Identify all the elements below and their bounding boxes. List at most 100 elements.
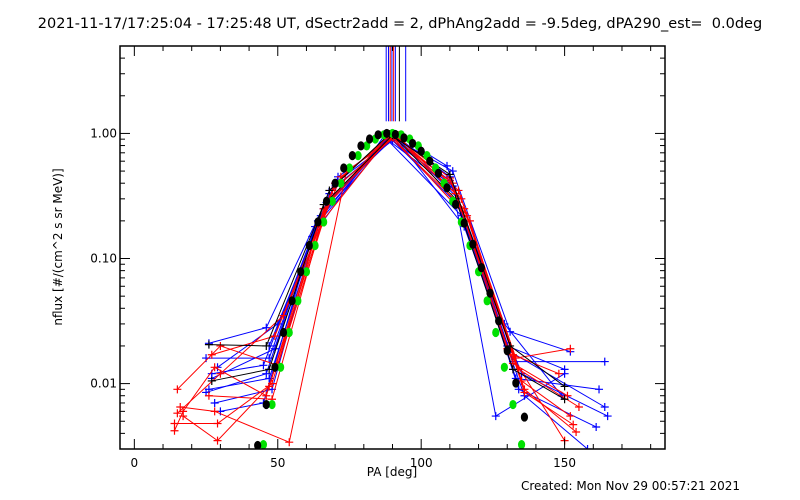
series-line-blue-2	[206, 134, 565, 370]
y-tick-label: 1.00	[90, 126, 117, 140]
data-point-black-1	[445, 170, 454, 179]
data-point-red-1	[566, 344, 575, 353]
fit-point-green-fit	[302, 267, 311, 277]
data-point-red-2	[574, 402, 583, 411]
fit-point-black-fit	[503, 346, 511, 356]
data-point-red-8	[207, 350, 216, 359]
fit-point-black-fit	[512, 378, 520, 388]
y-tick-label: 0.10	[90, 252, 117, 266]
fit-point-black-fit	[520, 412, 529, 422]
data-point-red-4	[262, 391, 271, 400]
data-point-red-5	[210, 407, 219, 416]
series-line-red-5	[180, 134, 577, 443]
plot-frame	[119, 45, 666, 450]
series-line-red-3	[174, 134, 568, 424]
fit-point-black-fit	[391, 129, 399, 140]
fit-point-green-fit	[492, 327, 500, 338]
data-point-black-2	[560, 395, 569, 404]
created-timestamp: Created: Mon Nov 29 00:57:21 2021	[521, 479, 741, 493]
data-point-red-1	[216, 341, 225, 350]
y-axis-label: nflux [#/(cm^2 s sr MeV)]	[51, 168, 65, 325]
data-point-red-2	[216, 369, 225, 378]
fit-point-black-fit	[374, 130, 382, 140]
fit-point-green-fit	[483, 296, 491, 306]
series-line-blue-6	[205, 137, 606, 408]
data-point-blue-8	[491, 412, 500, 421]
data-point-black-1	[325, 186, 334, 195]
fit-point-green-fit	[509, 399, 517, 410]
fit-point-black-fit	[322, 196, 331, 206]
fit-point-green-fit	[277, 362, 285, 372]
fit-point-green-fit	[354, 150, 362, 161]
data-point-red-6	[179, 412, 188, 421]
fit-point-black-fit	[254, 440, 262, 449]
data-point-blue-6	[262, 369, 271, 378]
fit-point-black-fit	[469, 239, 477, 249]
data-point-blue-5	[210, 398, 219, 407]
fit-point-green-fit	[345, 163, 354, 173]
data-point-blue-10	[583, 445, 592, 449]
data-point-black-1	[204, 340, 213, 349]
fit-point-green-fit	[337, 178, 345, 188]
series-line-red-8	[211, 135, 560, 375]
fit-point-green-fit	[320, 217, 328, 227]
data-point-black-1	[560, 382, 569, 391]
fit-point-green-fit	[311, 240, 319, 251]
data-point-red-5	[176, 402, 185, 411]
fit-point-green-fit	[328, 196, 336, 206]
chart-title: 2021-11-17/17:25:04 - 17:25:48 UT, dSect…	[37, 16, 763, 32]
fit-point-black-fit	[529, 450, 536, 459]
fit-point-black-fit	[340, 163, 348, 173]
fit-point-black-fit	[452, 199, 460, 209]
data-point-blue-7	[443, 161, 451, 170]
data-point-red-4	[566, 412, 575, 421]
fit-point-black-fit	[434, 168, 442, 178]
data-point-red-7	[520, 388, 529, 397]
fit-point-green-fit	[500, 362, 508, 372]
fit-point-black-fit	[305, 240, 313, 251]
data-point-red-8	[554, 369, 563, 378]
data-point-blue-4	[595, 385, 604, 394]
series-line-blue-3	[211, 138, 605, 375]
fit-point-black-fit	[357, 141, 365, 151]
data-point-red-6	[265, 382, 274, 391]
fit-point-black-fit	[443, 183, 451, 193]
fit-point-black-fit	[279, 327, 288, 338]
fit-point-black-fit	[477, 262, 486, 273]
data-point-red-4	[210, 363, 219, 372]
data-point-blue-3	[259, 361, 268, 370]
fit-point-black-fit	[426, 156, 434, 166]
fit-point-green-fit	[285, 327, 293, 338]
fit-point-green-fit	[363, 141, 371, 151]
fit-point-black-fit	[365, 134, 374, 144]
fit-point-black-fit	[331, 178, 339, 188]
data-point-red-3	[213, 419, 222, 428]
fit-point-green-fit	[259, 440, 268, 449]
series-line-red-4	[174, 136, 571, 431]
x-tick-label: 100	[410, 456, 433, 470]
fit-point-black-fit	[486, 288, 494, 298]
data-point-red-7	[569, 420, 578, 429]
x-tick-label: 150	[553, 456, 576, 470]
data-point-red-5	[572, 428, 581, 437]
fit-point-green-fit	[294, 296, 302, 306]
fit-point-black-fit	[271, 362, 279, 372]
fit-point-black-fit	[288, 296, 296, 306]
data-point-blue-6	[600, 402, 609, 411]
y-tick-label: 0.01	[90, 377, 117, 391]
data-point-blue-3	[600, 357, 609, 366]
fit-point-black-fit	[408, 138, 417, 149]
series-line-blue-9	[220, 135, 608, 417]
data-point-black-2	[207, 376, 216, 385]
data-point-red-1	[173, 385, 182, 394]
fit-point-black-fit	[417, 146, 425, 156]
fit-point-green-fit	[517, 440, 526, 449]
data-point-red-5	[285, 438, 294, 447]
data-point-red-7	[204, 391, 213, 400]
data-point-blue-7	[592, 422, 601, 431]
fit-point-black-fit	[400, 133, 408, 143]
data-point-red-2	[173, 409, 182, 418]
fit-point-black-fit	[460, 218, 468, 228]
fit-point-black-fit	[262, 399, 270, 410]
